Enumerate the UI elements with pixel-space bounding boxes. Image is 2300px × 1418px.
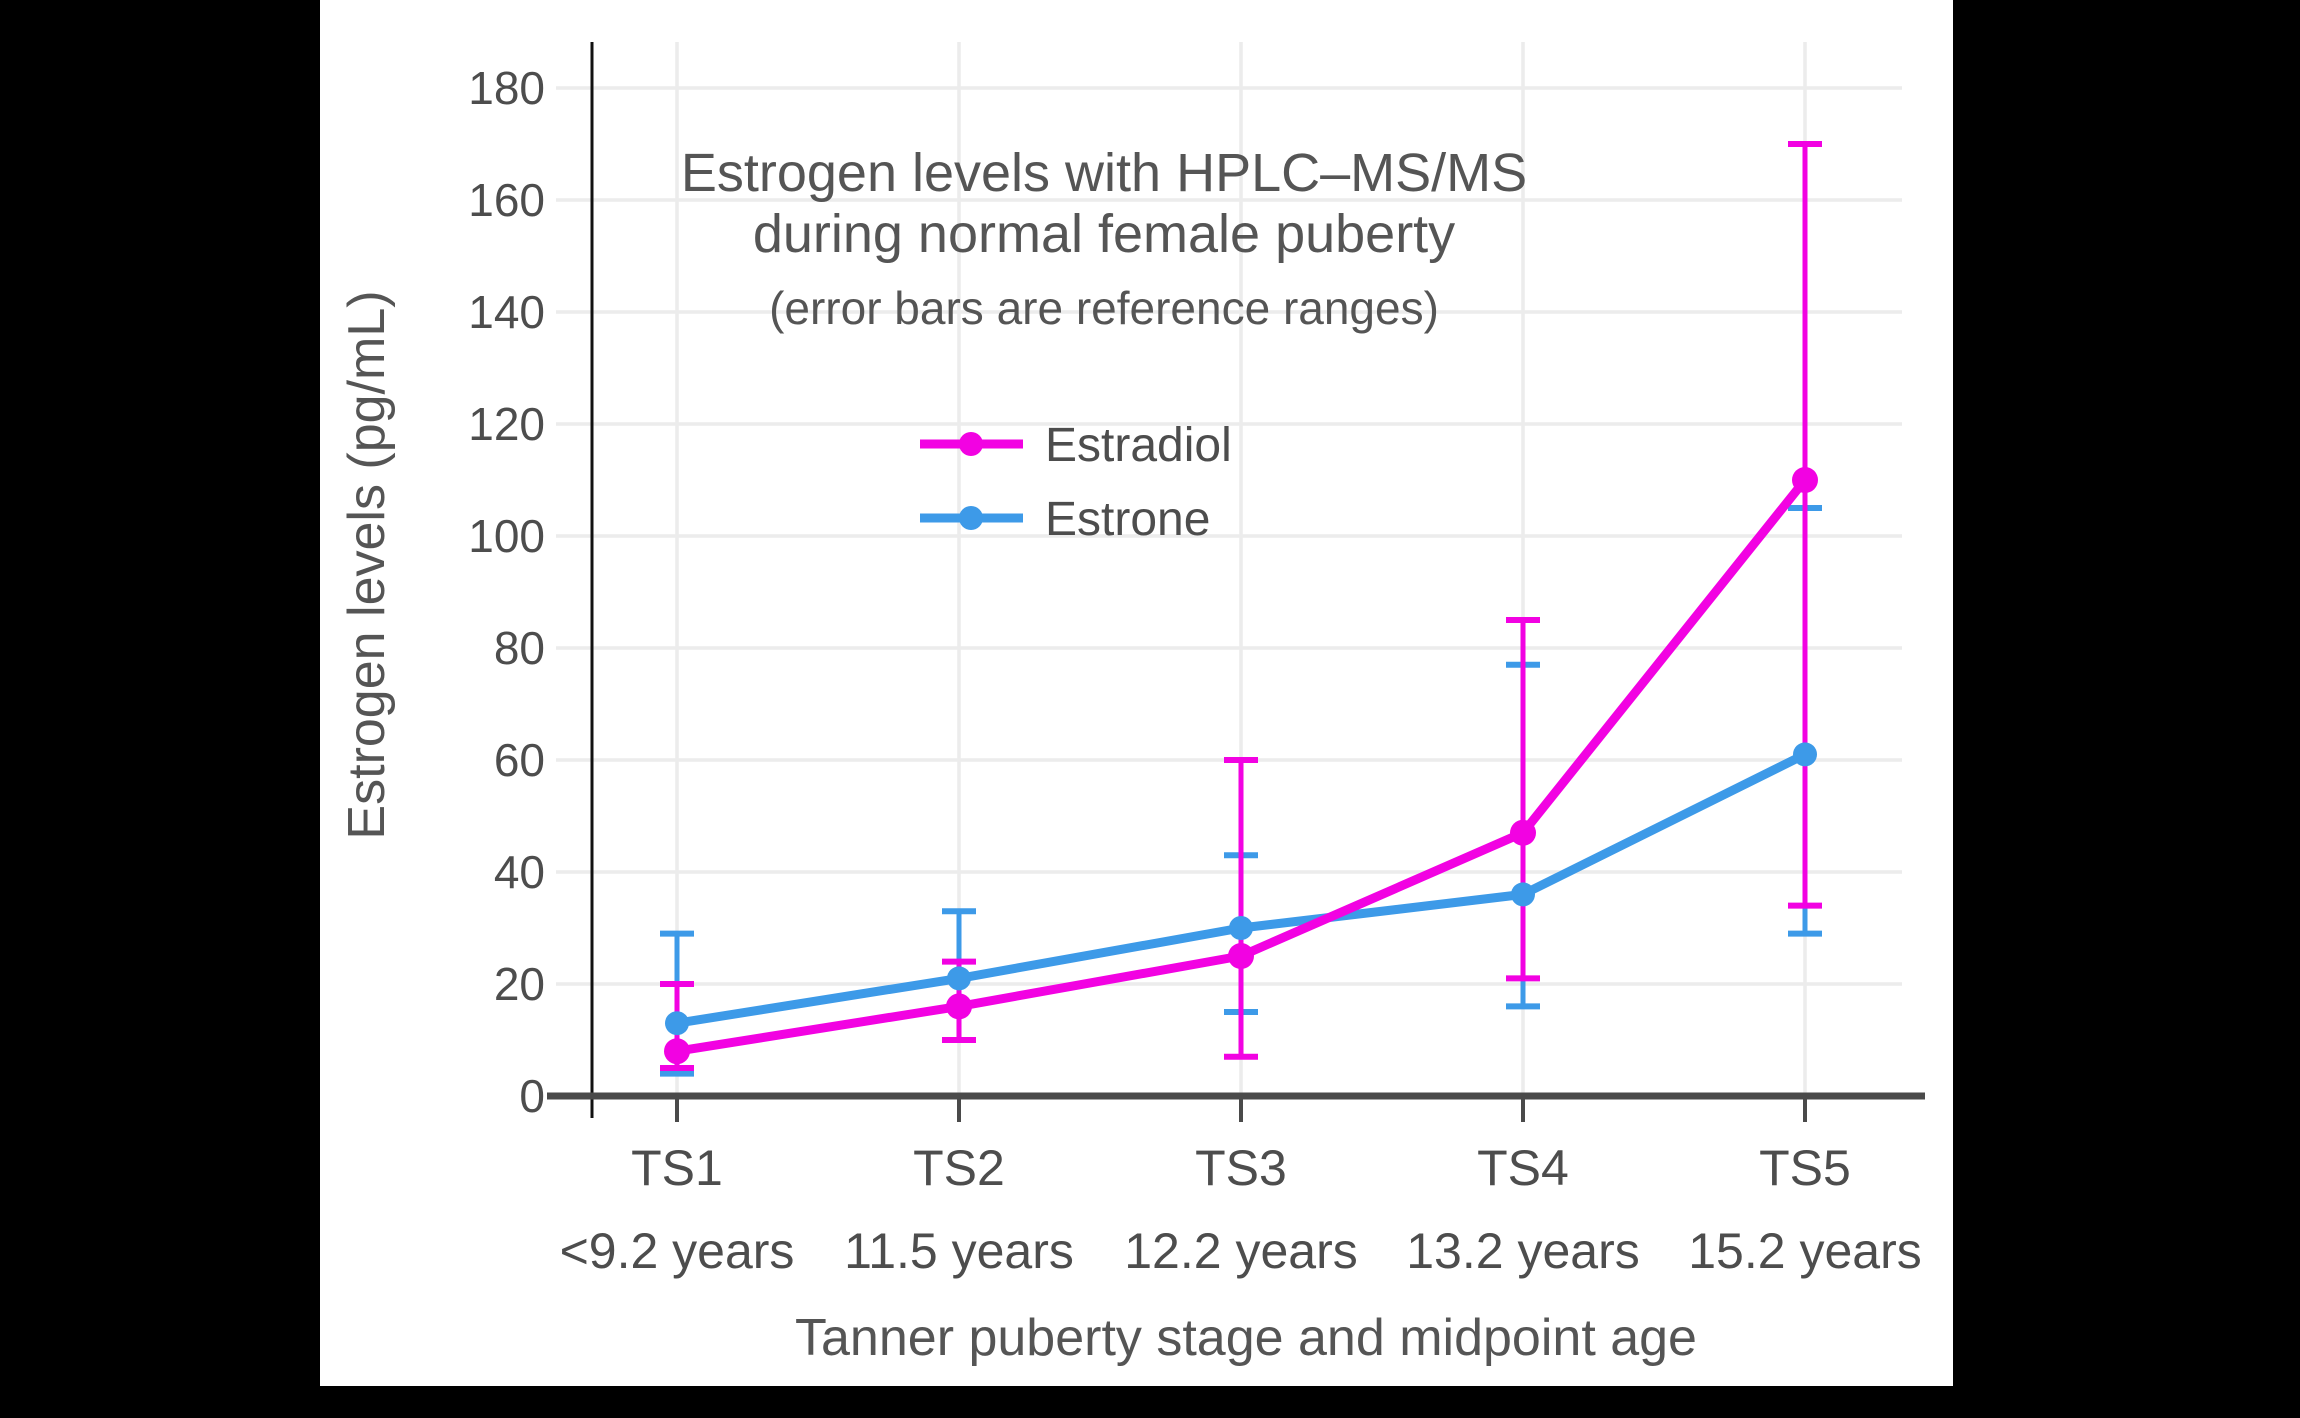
- legend-item-estrone[interactable]: Estrone: [920, 493, 1210, 546]
- x-tick-label-age-TS3: 12.2 years: [1124, 1223, 1357, 1279]
- axes: [547, 42, 1925, 1122]
- estradiol-marker-TS5: [1792, 467, 1818, 493]
- x-tick-label-age-TS1: <9.2 years: [560, 1223, 795, 1279]
- x-axis-title: Tanner puberty stage and midpoint age: [795, 1309, 1697, 1367]
- y-tick-label-0: 0: [519, 1070, 545, 1122]
- y-axis-title: Estrogen levels (pg/mL): [338, 290, 396, 839]
- x-tick-label-stage-TS1: TS1: [631, 1140, 723, 1196]
- y-tick-label-100: 100: [468, 510, 545, 562]
- y-tick-label-160: 160: [468, 174, 545, 226]
- estrone-marker-TS3: [1229, 916, 1253, 940]
- estradiol-marker-TS2: [946, 993, 972, 1020]
- x-tick-label-stage-TS4: TS4: [1477, 1140, 1569, 1196]
- y-tick-label-60: 60: [494, 734, 545, 786]
- legend: Estradiol Estrone: [920, 419, 1232, 546]
- estrone-legend-marker-icon: [959, 506, 983, 530]
- x-tick-label-age-TS5: 15.2 years: [1688, 1223, 1921, 1279]
- estrone-marker-TS5: [1793, 742, 1817, 767]
- x-tick-labels: TS1 <9.2 years TS2 11.5 years TS3 12.2 years T…: [560, 1140, 1922, 1279]
- y-tick-label-120: 120: [468, 398, 545, 450]
- chart-figure: TS1 <9.2 years TS2 11.5 years TS3 12.2 years T…: [320, 0, 1953, 1386]
- y-tick-label-180: 180: [468, 62, 545, 114]
- estrone-marker-TS2: [947, 966, 971, 991]
- y-tick-labels: 0 20 40 60 80 100 120 140 160 180: [468, 62, 545, 1122]
- estradiol-marker-TS4: [1510, 819, 1536, 846]
- x-tick-label-stage-TS2: TS2: [913, 1140, 1005, 1196]
- x-tick-label-stage-TS3: TS3: [1195, 1140, 1287, 1196]
- estrone-marker-TS4: [1511, 882, 1535, 907]
- x-tick-label-age-TS2: 11.5 years: [844, 1223, 1074, 1279]
- x-tick-label-stage-TS5: TS5: [1759, 1140, 1851, 1196]
- y-tick-label-40: 40: [494, 846, 545, 898]
- y-tick-label-20: 20: [494, 958, 545, 1010]
- estrone-legend-label: Estrone: [1045, 493, 1210, 546]
- estradiol-legend-marker-icon: [959, 432, 983, 456]
- estradiol-marker-TS3: [1228, 943, 1254, 969]
- estrone-marker-TS1: [665, 1011, 689, 1036]
- chart-title-line-2: during normal female puberty: [753, 204, 1455, 264]
- estradiol-legend-label: Estradiol: [1045, 419, 1232, 472]
- estradiol-marker-TS1: [664, 1038, 690, 1065]
- plot-area: [660, 141, 1822, 1077]
- chart-title-line-1: Estrogen levels with HPLC–MS/MS: [681, 143, 1527, 203]
- legend-item-estradiol[interactable]: Estradiol: [920, 419, 1232, 472]
- x-tick-label-age-TS4: 13.2 years: [1406, 1223, 1639, 1279]
- estrogen-puberty-line-chart: TS1 <9.2 years TS2 11.5 years TS3 12.2 years T…: [338, 42, 1925, 1367]
- y-tick-label-140: 140: [468, 286, 545, 338]
- chart-subtitle: (error bars are reference ranges): [769, 282, 1439, 334]
- y-tick-label-80: 80: [494, 622, 545, 674]
